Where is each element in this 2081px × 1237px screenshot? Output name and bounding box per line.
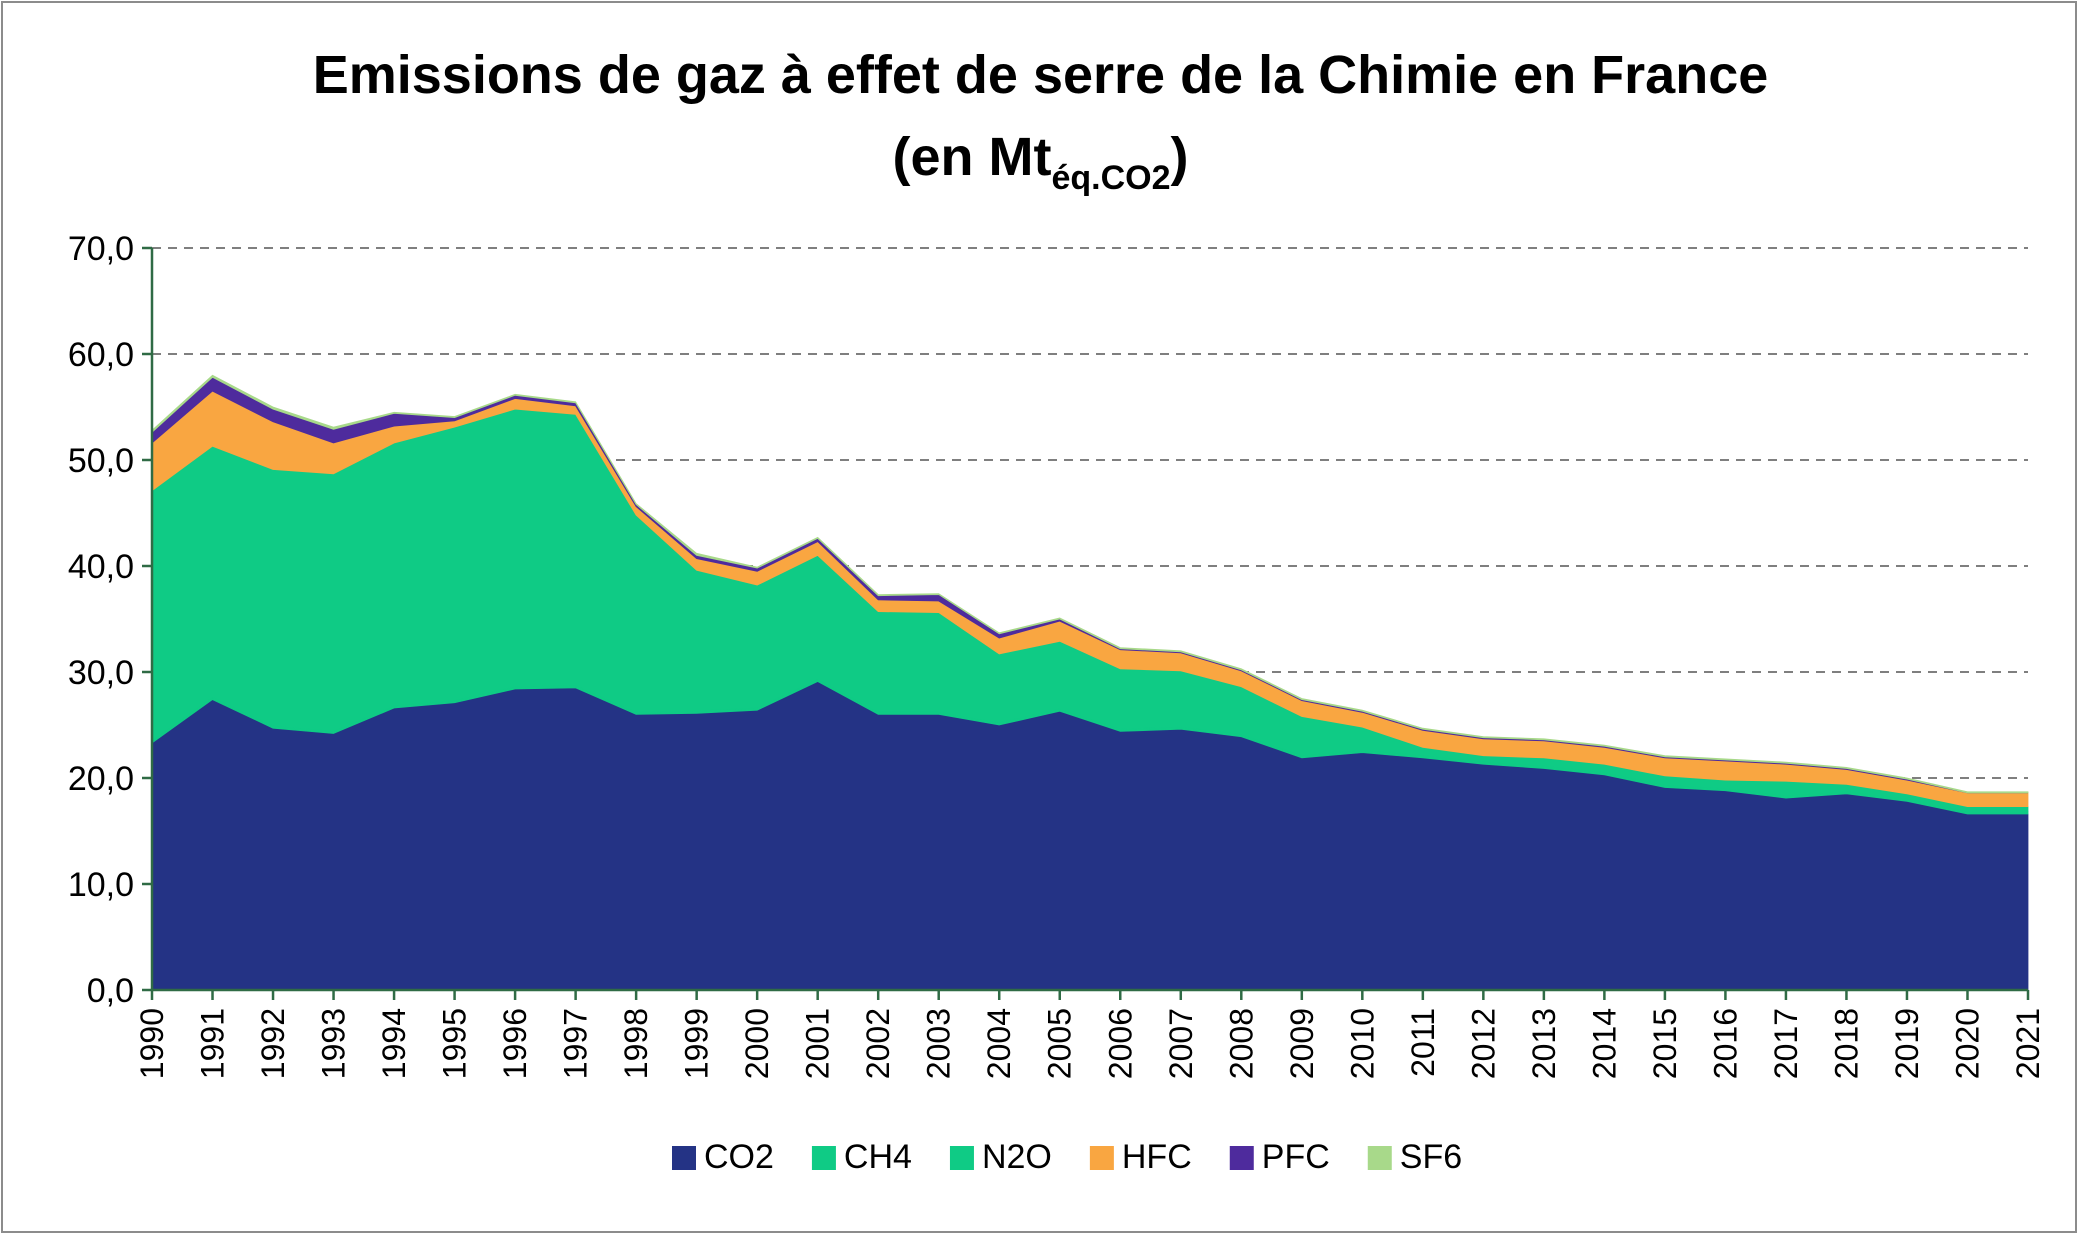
x-tick-label: 1990 (134, 1008, 170, 1079)
y-tick-label: 20,0 (68, 760, 134, 798)
subtitle-main: (en Mt (892, 127, 1052, 187)
x-tick-label: 1995 (437, 1008, 473, 1079)
area-series (151, 374, 2029, 991)
legend-label-hfc: HFC (1122, 1138, 1192, 1176)
legend-swatch-ch4 (811, 1146, 836, 1170)
x-tick-label: 2012 (1465, 1008, 1501, 1079)
y-tick-label: 40,0 (68, 548, 134, 586)
x-tick-label: 2019 (1889, 1008, 1925, 1079)
x-tick-label: 2013 (1526, 1008, 1562, 1079)
subtitle-subscript: éq.CO2 (1051, 159, 1171, 197)
legend-label-sf6: SF6 (1400, 1138, 1462, 1176)
y-tick-label: 50,0 (68, 442, 134, 480)
legend: CO2 CH4 N2O HFC PFC SF6 (672, 1138, 1462, 1176)
axes (142, 246, 2030, 1000)
x-tick-label: 2003 (921, 1008, 957, 1079)
x-tick-label: 1996 (497, 1008, 533, 1079)
x-tick-labels: 1990 1991 1992 1993 1994 1995 1996 1997 1998 1999… (134, 1008, 2046, 1079)
x-tick-label: 2015 (1647, 1008, 1683, 1079)
chart-title: Emissions de gaz à effet de serre de la … (312, 45, 1769, 105)
x-tick-label: 2004 (981, 1008, 1017, 1079)
area-co2 (151, 681, 2029, 991)
x-tick-label: 2006 (1102, 1008, 1138, 1079)
x-tick-label: 1999 (679, 1008, 715, 1079)
x-tick-label: 2009 (1284, 1008, 1320, 1079)
x-tick-label: 2021 (2010, 1008, 2046, 1079)
x-tick-label: 1998 (618, 1008, 654, 1079)
y-tick-label: 60,0 (68, 336, 134, 374)
y-tick-label: 70,0 (68, 230, 134, 268)
legend-swatch-pfc (1229, 1146, 1254, 1170)
legend-label-co2: CO2 (704, 1138, 774, 1176)
x-tick-label: 2005 (1042, 1008, 1078, 1079)
legend-swatch-co2 (672, 1146, 696, 1170)
x-tick-label: 2017 (1768, 1008, 1804, 1079)
x-tick-label: 2018 (1828, 1008, 1864, 1079)
area-sf6 (151, 374, 2029, 794)
x-tick-label: 2008 (1223, 1008, 1259, 1079)
x-tick-label: 2016 (1707, 1008, 1743, 1079)
y-tick-labels: 0,0 10,0 20,0 30,0 40,0 50,0 60,0 70,0 (68, 230, 134, 1010)
x-tick-label: 2020 (1949, 1008, 1985, 1079)
x-tick-label: 1993 (316, 1008, 352, 1079)
y-tick-label: 10,0 (68, 866, 134, 904)
x-tick-label: 2002 (860, 1008, 896, 1079)
x-tick-label: 2007 (1163, 1008, 1199, 1079)
subtitle-end: ) (1170, 127, 1189, 187)
x-tick-label: 2010 (1344, 1008, 1380, 1079)
legend-label-ch4: CH4 (844, 1138, 912, 1176)
legend-label-pfc: PFC (1262, 1138, 1330, 1176)
legend-swatch-sf6 (1367, 1146, 1392, 1170)
x-tick-label: 2014 (1586, 1008, 1622, 1079)
x-tick-label: 1991 (195, 1008, 231, 1079)
x-tick-label: 1994 (376, 1008, 412, 1079)
legend-label-n2o: N2O (982, 1138, 1052, 1176)
legend-swatch-hfc (1089, 1146, 1114, 1170)
x-tick-label: 2000 (739, 1008, 775, 1079)
y-tick-label: 30,0 (68, 654, 134, 692)
chart-subtitle: (en Mtéq.CO2) (0, 126, 2081, 197)
x-tick-label: 2011 (1405, 1008, 1441, 1077)
x-tick-label: 2001 (800, 1008, 836, 1079)
legend-swatch-n2o (949, 1146, 974, 1170)
y-tick-label: 0,0 (87, 972, 134, 1010)
x-tick-label: 1992 (255, 1008, 291, 1079)
x-tick-label: 1997 (558, 1008, 594, 1079)
